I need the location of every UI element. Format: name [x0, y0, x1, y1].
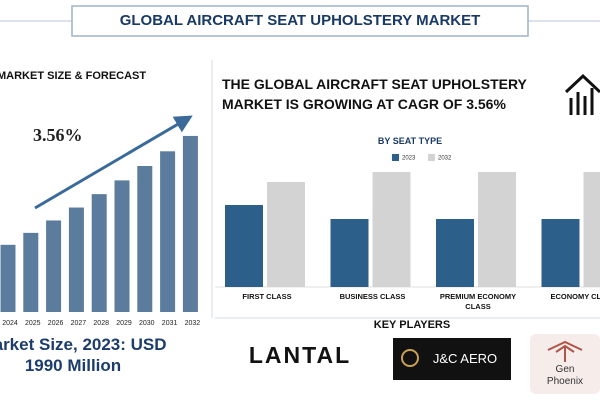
cagr: 3.56% [33, 125, 83, 145]
chart-title: BY SEAT TYPE [377, 136, 443, 146]
growth-arrow [34, 115, 193, 210]
headline: THE GLOBAL AIRCRAFT SEAT UPHOLSTERY MARK… [222, 76, 527, 112]
bar [46, 220, 62, 312]
market-size: Market Size, 2023: USD 1990 Million [0, 335, 167, 375]
bar [0, 244, 16, 312]
legend-swatch [428, 154, 435, 161]
x-tick-label: 2028 [93, 320, 109, 327]
x-tick-label: BUSINESS CLASS [339, 292, 406, 301]
bar [91, 194, 107, 312]
bar [137, 166, 153, 312]
x-tick-label: FIRST CLASS [242, 292, 292, 301]
x-tick-label: 2029 [116, 320, 132, 327]
bar [114, 180, 130, 312]
market-icon [564, 73, 600, 115]
legend-swatch [392, 154, 399, 161]
x-tick-label: 2025 [25, 320, 41, 327]
section-title: KEY PLAYERS [373, 319, 451, 331]
logo-icon [547, 340, 583, 362]
legend-label: 2032 [438, 156, 452, 162]
x-tick-label: 2024 [2, 320, 18, 327]
bar [583, 172, 600, 287]
bar [330, 219, 369, 287]
company-logo: J&C AERO [432, 351, 498, 366]
title-banner [71, 5, 529, 37]
x-tick-label: 2030 [139, 320, 155, 327]
bar [541, 219, 580, 287]
x-tick-label: ECONOMY CLASS [550, 292, 600, 301]
x-tick-label: PREMIUM ECONOMY CLASS [439, 292, 517, 311]
bar [372, 172, 411, 287]
bar [182, 135, 198, 312]
logo-box [393, 338, 511, 380]
logo-box [530, 334, 600, 394]
bar [23, 232, 39, 312]
bar [267, 182, 305, 287]
bar [160, 151, 176, 312]
bar [436, 219, 474, 287]
title: GLOBAL AIRCRAFT SEAT UPHOLSTERY MARKET [119, 12, 481, 29]
bar [478, 172, 516, 287]
bar [68, 207, 84, 312]
bar [225, 205, 263, 287]
section-title: MARKET SIZE & FORECAST [0, 70, 147, 82]
x-tick-label: 2031 [162, 320, 178, 327]
x-tick-label: 2027 [71, 320, 87, 327]
x-tick-label: 2032 [185, 320, 201, 327]
legend-label: 2023 [402, 156, 416, 162]
x-tick-label: 2026 [48, 320, 64, 327]
logo-icon [401, 349, 419, 367]
company-logo: Gen Phoenix [546, 364, 584, 387]
company-logo: LANTAL [248, 342, 352, 368]
